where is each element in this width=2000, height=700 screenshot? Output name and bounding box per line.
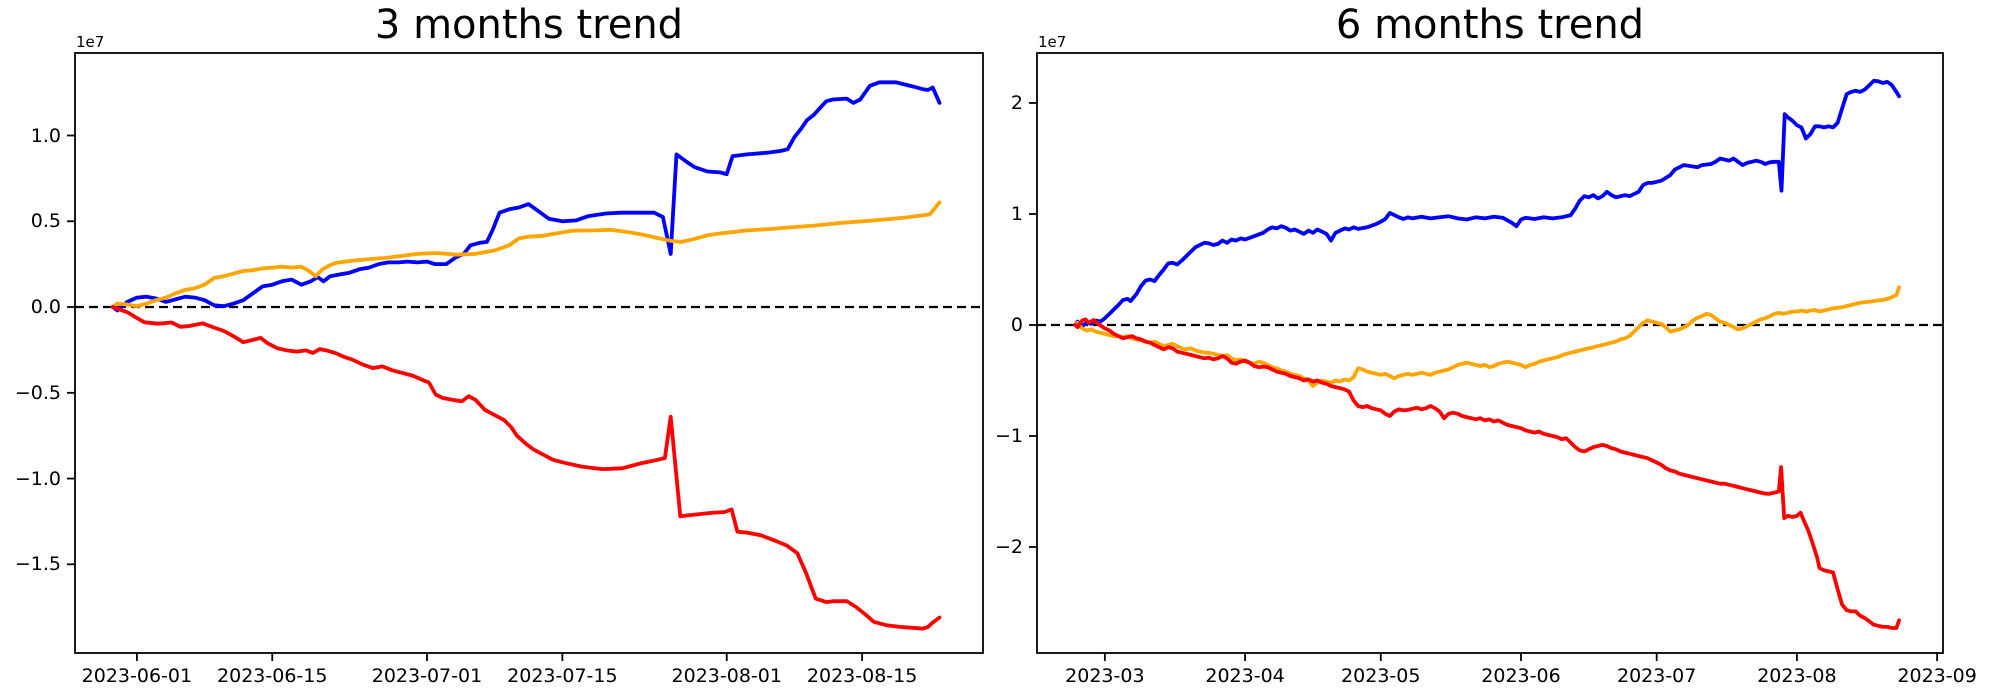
- x-tick-label: 2023-06-01: [81, 665, 193, 687]
- y-tick-label: 0.5: [30, 210, 61, 233]
- y-tick-label: 2: [1010, 91, 1023, 114]
- y-tick-label: 0: [1010, 313, 1023, 336]
- chart-title-3-months: 3 months trend: [374, 2, 684, 48]
- y-tick-label: 1: [1010, 202, 1023, 225]
- x-tick-label: 2023-08-01: [671, 665, 782, 687]
- x-tick-label: 2023-08-15: [806, 665, 918, 687]
- x-tick-label: 2023-03: [1065, 665, 1145, 687]
- x-tick-label: 2023-07-15: [507, 665, 618, 687]
- y-axis-offset-label-right: 1e7: [1038, 33, 1067, 51]
- series-line-red: [1073, 317, 1901, 630]
- y-axis-offset-label-left: 1e7: [76, 33, 105, 51]
- x-tick-label: 2023-04: [1205, 665, 1285, 687]
- x-tick-label: 2023-07: [1616, 665, 1697, 687]
- y-tick-label: −1.0: [14, 467, 61, 490]
- x-tick-label: 2023-07-01: [371, 665, 483, 687]
- x-tick-label: 2023-08: [1757, 665, 1837, 687]
- axes-border: [74, 52, 984, 654]
- y-tick-label: −1.5: [14, 553, 61, 576]
- y-tick-label: −0.5: [14, 381, 61, 404]
- series-line-orange: [1073, 285, 1901, 388]
- chart-title-6-months: 6 months trend: [1335, 2, 1645, 48]
- y-tick-label: −1: [994, 424, 1023, 447]
- y-tick-label: 1.0: [30, 124, 61, 147]
- axes-border: [1036, 52, 1944, 654]
- y-tick-label: 0.0: [30, 296, 61, 319]
- series-line-blue: [110, 80, 942, 313]
- x-tick-label: 2023-06-15: [217, 665, 328, 687]
- series-line-orange: [110, 200, 942, 309]
- y-tick-label: −2: [994, 535, 1023, 558]
- x-tick-label: 2023-05: [1341, 665, 1421, 687]
- x-tick-label: 2023-09: [1897, 665, 1977, 687]
- series-line-red: [110, 305, 942, 631]
- x-tick-label: 2023-06: [1481, 665, 1561, 687]
- series-line-blue: [1073, 78, 1901, 329]
